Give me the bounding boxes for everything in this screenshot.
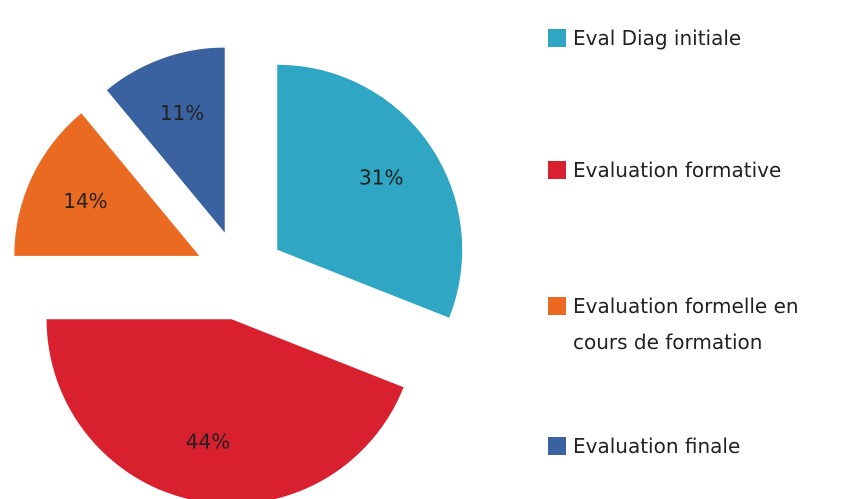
pie-slice (277, 64, 463, 318)
legend-swatch (548, 161, 566, 179)
data-label: 44% (186, 429, 230, 453)
legend-item: Evaluation finale (548, 428, 838, 464)
legend-item: Eval Diag initiale (548, 20, 838, 56)
legend-item: Evaluation formelle en cours de formatio… (548, 288, 838, 360)
pie-slice (106, 47, 225, 233)
legend-swatch (548, 437, 566, 455)
pie-slice (14, 113, 200, 256)
data-label: 11% (160, 101, 204, 125)
legend-item: Evaluation formative (548, 152, 838, 188)
legend-label: Evaluation formelle en cours de formatio… (573, 294, 799, 354)
legend-label: Evaluation formative (573, 158, 782, 182)
legend-swatch (548, 297, 566, 315)
pie-slice (46, 319, 404, 499)
legend-swatch (548, 29, 566, 47)
legend-label: Eval Diag initiale (573, 26, 742, 50)
legend-label: Evaluation finale (573, 434, 741, 458)
data-label: 14% (63, 189, 107, 213)
data-label: 31% (359, 165, 403, 189)
